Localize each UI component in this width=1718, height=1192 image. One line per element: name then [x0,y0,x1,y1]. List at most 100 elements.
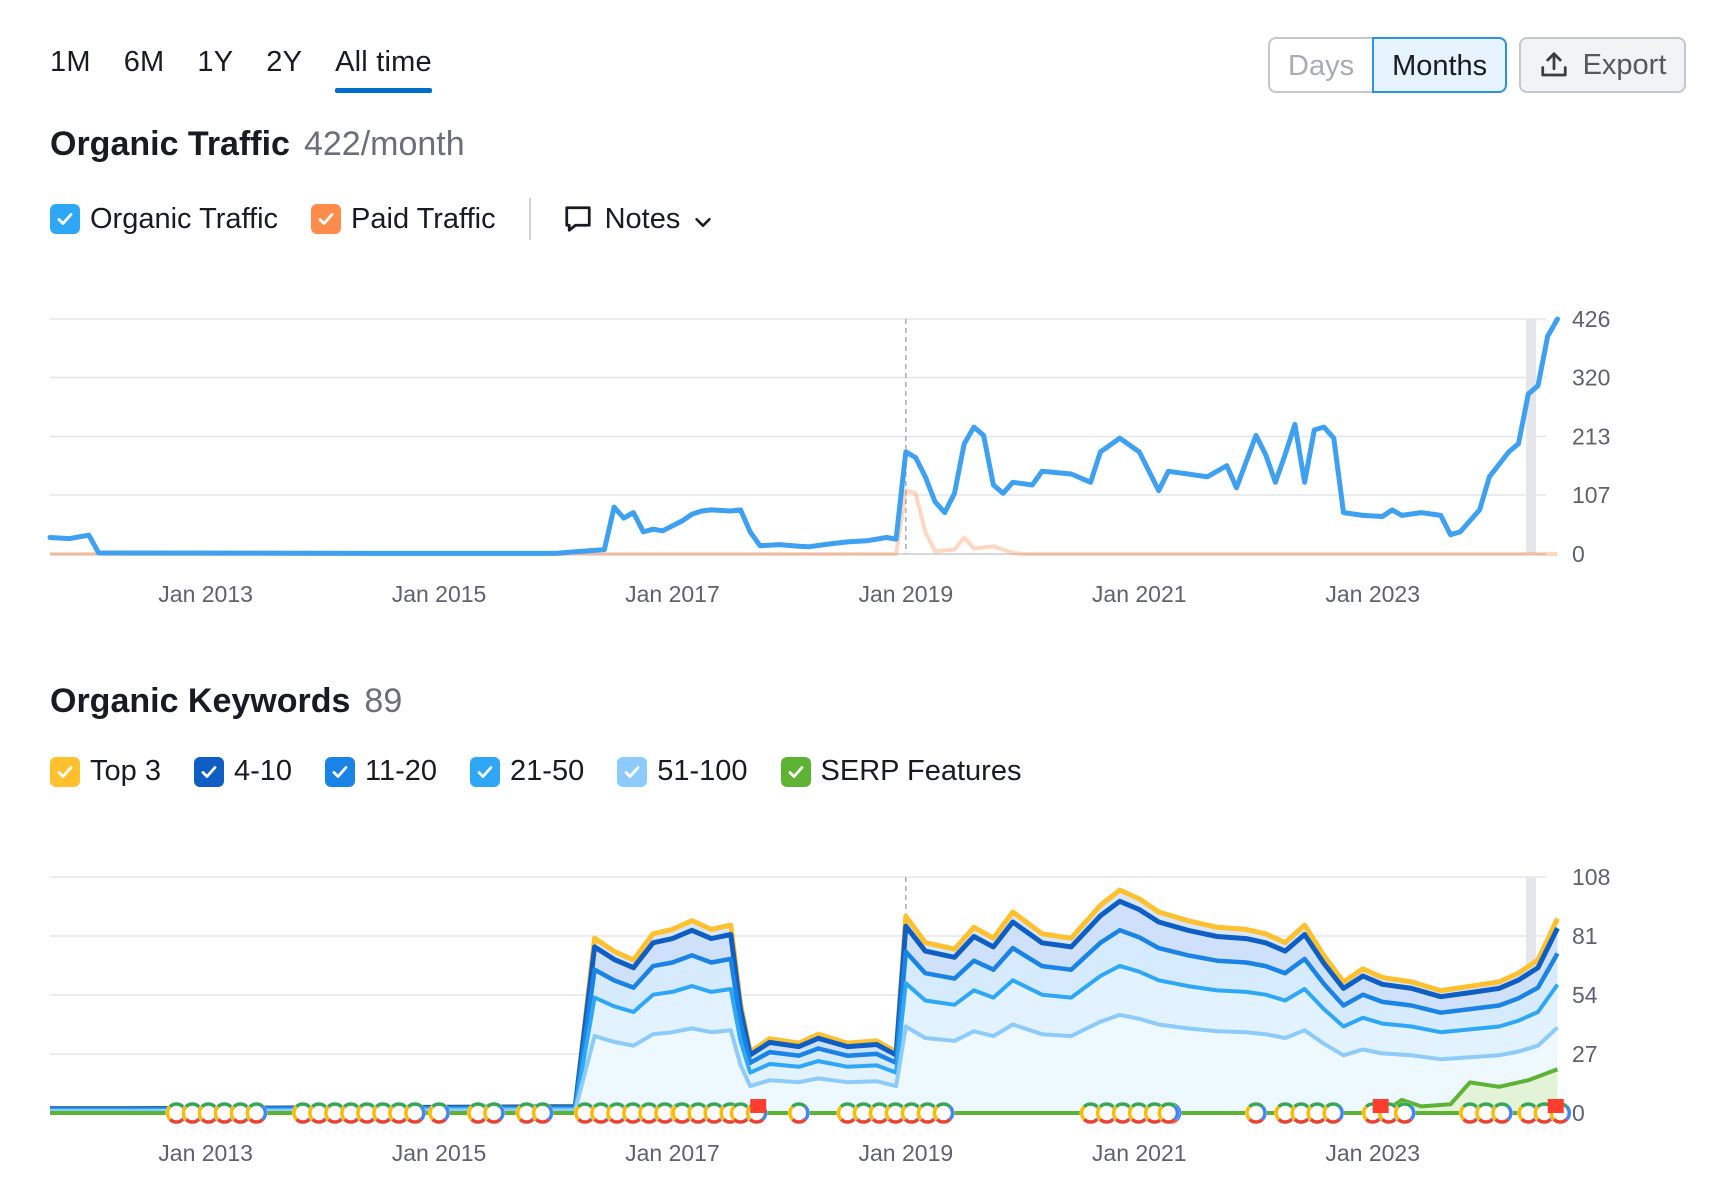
google-update-icon[interactable] [339,1102,362,1124]
organic-traffic-chart[interactable]: 0 107 213 320 426 Jan 2013 Jan 2015 Jan 2017 Jan… [0,0,1718,640]
note-flag-icon[interactable] [1547,1099,1564,1121]
y-tick-label: 213 [1572,424,1610,450]
checkbox-checked-icon[interactable] [193,756,224,787]
x-tick-label: Jan 2021 [1092,581,1187,607]
series-51-100-area [50,1014,1558,1113]
traffic-title-row: Organic Traffic 422/month [50,125,465,164]
y-tick-label: 54 [1572,982,1598,1008]
google-update-icon[interactable] [531,1102,554,1124]
legend-11-20[interactable]: 11-20 [325,755,437,788]
checkbox-checked-icon[interactable] [617,756,648,787]
period-tabs: 1M 6M 1Y 2Y All time [50,40,465,93]
tab-1y[interactable]: 1Y [197,46,234,78]
google-update-icon[interactable] [165,1102,188,1124]
legend-4-10[interactable]: 4-10 [193,755,292,788]
traffic-title: Organic Traffic [50,125,290,163]
legend-21-50-label: 21-50 [510,755,585,787]
series-21-50[interactable] [50,963,1560,1113]
google-update-icon[interactable] [307,1102,330,1124]
legend-21-50[interactable]: 21-50 [470,755,584,788]
checkbox-checked-icon[interactable] [470,756,501,787]
note-flag-icon[interactable] [1372,1099,1389,1121]
legend-organic-traffic[interactable]: Organic Traffic [50,203,278,236]
granularity-toggle: Days Months [1268,37,1508,93]
current-period-marker [1526,319,1536,554]
google-update-icon[interactable] [932,1102,955,1124]
export-button[interactable]: Export [1519,37,1686,93]
tab-2y[interactable]: 2Y [266,46,303,78]
days-button[interactable]: Days [1268,37,1373,93]
y-tick-label: 320 [1572,364,1610,390]
tab-1m[interactable]: 1M [50,46,91,78]
x-tick-label: Jan 2017 [625,581,720,607]
keywords-title: Organic Keywords [50,682,351,720]
google-update-icon[interactable] [229,1102,252,1124]
x-tick-label: Jan 2023 [1325,1140,1420,1166]
y-tick-label: 27 [1572,1041,1598,1067]
google-update-icon[interactable] [1322,1102,1345,1124]
y-tick-label: 0 [1572,1100,1585,1126]
checkbox-checked-icon[interactable] [311,204,342,234]
x-tick-label: Jan 2023 [1325,581,1420,607]
google-update-icon[interactable] [916,1102,939,1124]
google-update-icon[interactable] [1490,1102,1513,1124]
checkbox-checked-icon[interactable] [50,756,80,787]
x-tick-label: Jan 2017 [625,1140,720,1166]
google-update-icon[interactable] [482,1102,505,1124]
y-tick-label: 426 [1572,306,1610,332]
x-tick-label: Jan 2015 [392,581,487,607]
legend-paid-traffic[interactable]: Paid Traffic [311,203,496,236]
x-tick-label: Jan 2021 [1092,1140,1187,1166]
months-button[interactable]: Months [1372,37,1508,93]
y-tick-label: 107 [1572,482,1610,508]
tab-6m[interactable]: 6M [123,46,165,78]
legend-top3[interactable]: Top 3 [50,755,161,788]
legend-paid-label: Paid Traffic [351,202,496,235]
checkbox-checked-icon[interactable] [325,756,355,787]
x-tick-label: Jan 2013 [158,1140,253,1166]
x-tick-label: Jan 2019 [859,1140,954,1166]
series-11-20[interactable] [50,927,1560,1112]
google-update-icon[interactable] [605,1102,628,1124]
legend-51-100[interactable]: 51-100 [617,755,748,788]
google-update-icon[interactable] [428,1102,451,1124]
y-tick-label: 0 [1572,541,1585,567]
google-update-icon[interactable] [1079,1102,1102,1124]
checkbox-checked-icon[interactable] [780,756,811,787]
y-tick-label: 81 [1572,923,1598,949]
google-update-icon[interactable] [403,1102,426,1124]
series-organic-traffic[interactable] [47,316,1560,556]
google-update-icon[interactable] [371,1102,394,1124]
keywords-legend: Top 3 4-10 11-20 21-50 51-100 SERP Featu… [50,755,1054,788]
google-update-icon[interactable] [1393,1102,1416,1124]
google-update-icon[interactable] [852,1102,875,1124]
legend-serp-label: SERP Features [820,755,1022,787]
series-4-10[interactable] [50,898,1560,1112]
series-paid-traffic[interactable] [50,488,1558,556]
series-top3[interactable] [50,887,1560,1112]
legend-serp-features[interactable]: SERP Features [780,755,1022,788]
google-update-icon[interactable] [1244,1102,1267,1124]
checkbox-checked-icon[interactable] [50,204,80,234]
legend-51-100-label: 51-100 [657,755,748,787]
google-update-icon[interactable] [245,1102,268,1124]
notes-dropdown[interactable]: Notes [563,203,715,236]
legend-11-20-label: 11-20 [365,755,438,787]
google-update-icon[interactable] [466,1102,489,1124]
x-tick-label: Jan 2015 [392,1140,487,1166]
google-update-icon[interactable] [787,1102,810,1124]
google-update-icon[interactable] [884,1102,907,1124]
y-tick-label: 108 [1572,864,1610,890]
keywords-value: 89 [364,682,403,720]
google-update-icon[interactable] [900,1102,923,1124]
notes-label: Notes [604,202,681,235]
google-update-icon[interactable] [213,1102,236,1124]
series-51-100[interactable] [50,1012,1559,1114]
google-update-icon[interactable] [1157,1102,1180,1124]
chevron-down-icon [695,217,712,227]
tab-all-time[interactable]: All time [335,40,432,93]
note-flag-icon[interactable] [750,1099,767,1121]
comment-icon [564,206,591,232]
legend-4-10-label: 4-10 [233,755,292,787]
